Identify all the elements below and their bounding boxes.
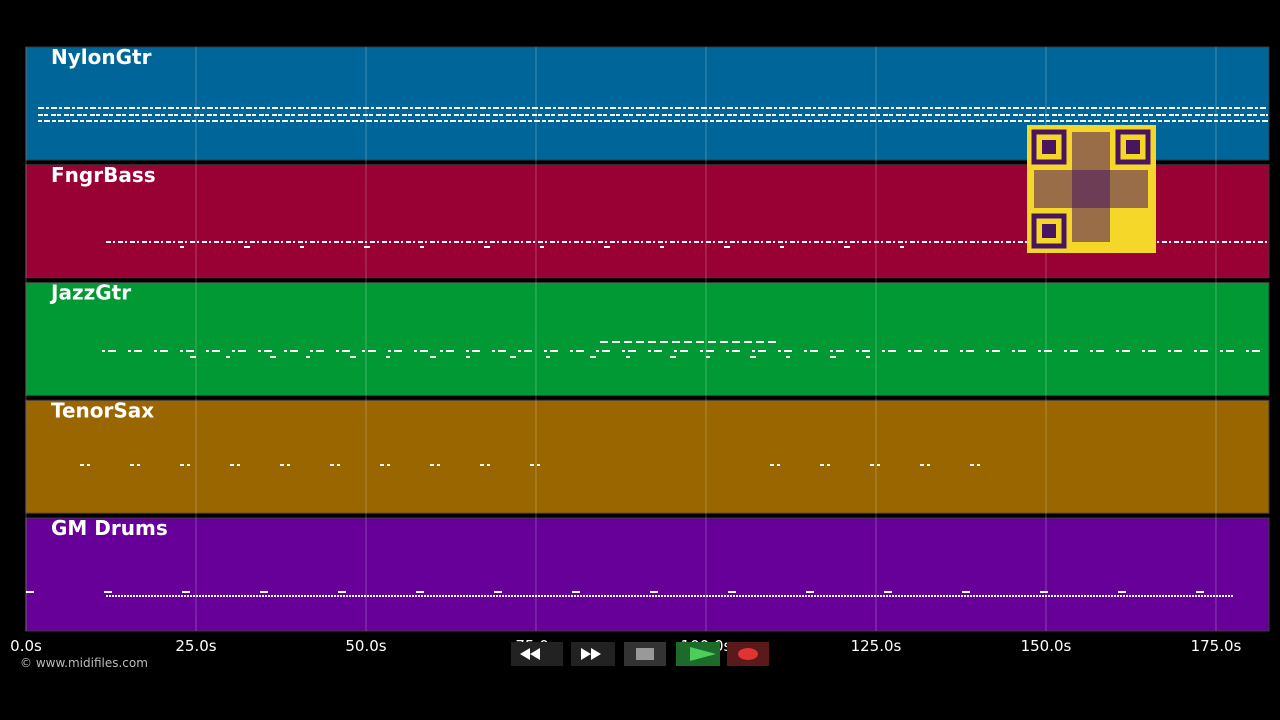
track-name: JazzGtr [49, 281, 131, 305]
track-name: FngrBass [51, 163, 156, 187]
tick-label: 175.0s [1191, 637, 1242, 655]
stop-icon [636, 648, 654, 660]
qr-dot [1042, 224, 1056, 238]
track-name: GM Drums [51, 516, 168, 540]
track-name: NylonGtr [51, 45, 152, 69]
qr-finder [1115, 129, 1151, 165]
record-icon [738, 648, 758, 660]
qr-dot [1126, 140, 1140, 154]
qr-code [1027, 125, 1156, 253]
rewind-icon [520, 648, 540, 660]
tick-label: 0.0s [10, 637, 42, 655]
qr-dot [1042, 140, 1056, 154]
track-name: TenorSax [51, 398, 154, 422]
track-lane [25, 399, 1270, 514]
qr-data [1034, 170, 1148, 208]
tick-label: 150.0s [1021, 637, 1072, 655]
forward-icon [581, 648, 601, 660]
track-lane [25, 282, 1270, 396]
tick-label: 50.0s [345, 637, 386, 655]
transport [511, 642, 769, 666]
tick-label: 125.0s [851, 637, 902, 655]
qr-finder [1031, 129, 1067, 165]
notes [26, 107, 1268, 597]
qr-finder [1031, 213, 1067, 249]
copyright: © www.midifiles.com [20, 656, 148, 670]
tick-label: 25.0s [175, 637, 216, 655]
track-lane [25, 517, 1270, 632]
play-icon [690, 647, 716, 661]
